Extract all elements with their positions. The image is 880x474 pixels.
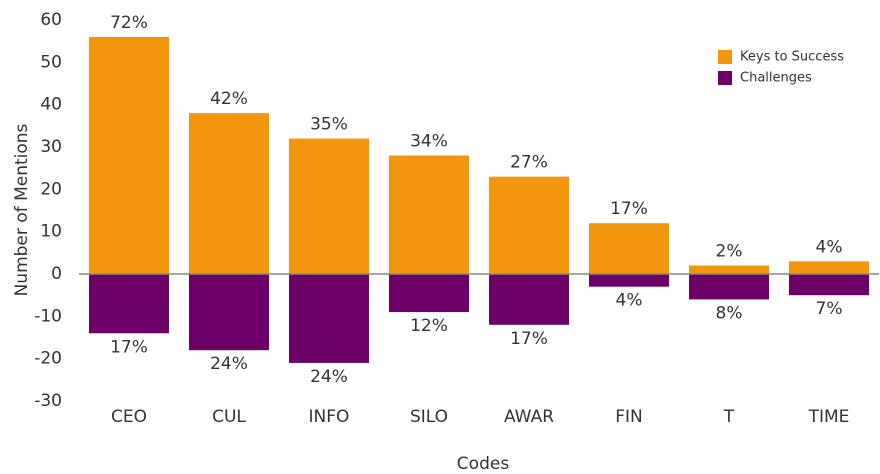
y-tick-label: 10: [40, 222, 62, 242]
y-tick-label: -30: [34, 391, 62, 411]
data-label: 24%: [310, 367, 348, 387]
x-tick-label: CUL: [212, 407, 246, 427]
bar: [489, 274, 569, 325]
legend-swatch: [718, 50, 732, 64]
bar: [589, 274, 669, 287]
data-label: 34%: [410, 131, 448, 151]
bar: [689, 265, 769, 274]
bar: [289, 138, 369, 274]
y-tick-label: 40: [40, 95, 62, 115]
y-tick-label: -10: [34, 306, 62, 326]
data-label: 27%: [510, 153, 548, 173]
bar: [389, 155, 469, 274]
bar: [89, 36, 169, 274]
x-axis-title: Codes: [457, 454, 510, 474]
data-label: 4%: [816, 237, 843, 257]
x-tick-label: FIN: [615, 407, 643, 427]
y-tick-label: -20: [34, 349, 62, 369]
data-label: 17%: [610, 199, 648, 219]
bar: [689, 274, 769, 300]
y-tick-label: 0: [51, 264, 62, 284]
x-tick-label: AWAR: [504, 407, 554, 427]
bar: [789, 274, 869, 296]
bar: [289, 274, 369, 363]
data-label: 24%: [210, 354, 248, 374]
x-tick-label: CEO: [111, 407, 147, 427]
legend-label: Keys to Success: [740, 50, 844, 65]
y-tick-label: 20: [40, 179, 62, 199]
data-label: 42%: [210, 89, 248, 109]
data-label: 17%: [110, 337, 148, 357]
legend-label: Challenges: [740, 71, 812, 86]
y-tick-label: 60: [40, 10, 62, 30]
bar: [389, 274, 469, 313]
data-label: 2%: [716, 242, 743, 262]
data-label: 8%: [716, 303, 743, 323]
bar: [489, 176, 569, 274]
y-axis-title: Number of Mentions: [12, 123, 32, 296]
bar: [589, 223, 669, 274]
data-label: 17%: [510, 329, 548, 349]
legend-swatch: [718, 71, 732, 85]
bar: [189, 113, 269, 274]
x-tick-label: TIME: [808, 407, 850, 427]
y-tick-label: 50: [40, 52, 62, 72]
data-label: 35%: [310, 115, 348, 135]
x-tick-label: INFO: [309, 407, 350, 427]
y-tick-label: 30: [40, 137, 62, 157]
data-label: 12%: [410, 316, 448, 336]
x-tick-label: T: [723, 407, 735, 427]
data-label: 4%: [616, 291, 643, 311]
bar: [89, 274, 169, 334]
data-label: 7%: [816, 299, 843, 319]
data-label: 72%: [110, 13, 148, 33]
bar: [189, 274, 269, 351]
bar: [789, 261, 869, 274]
x-tick-label: SILO: [410, 407, 448, 427]
